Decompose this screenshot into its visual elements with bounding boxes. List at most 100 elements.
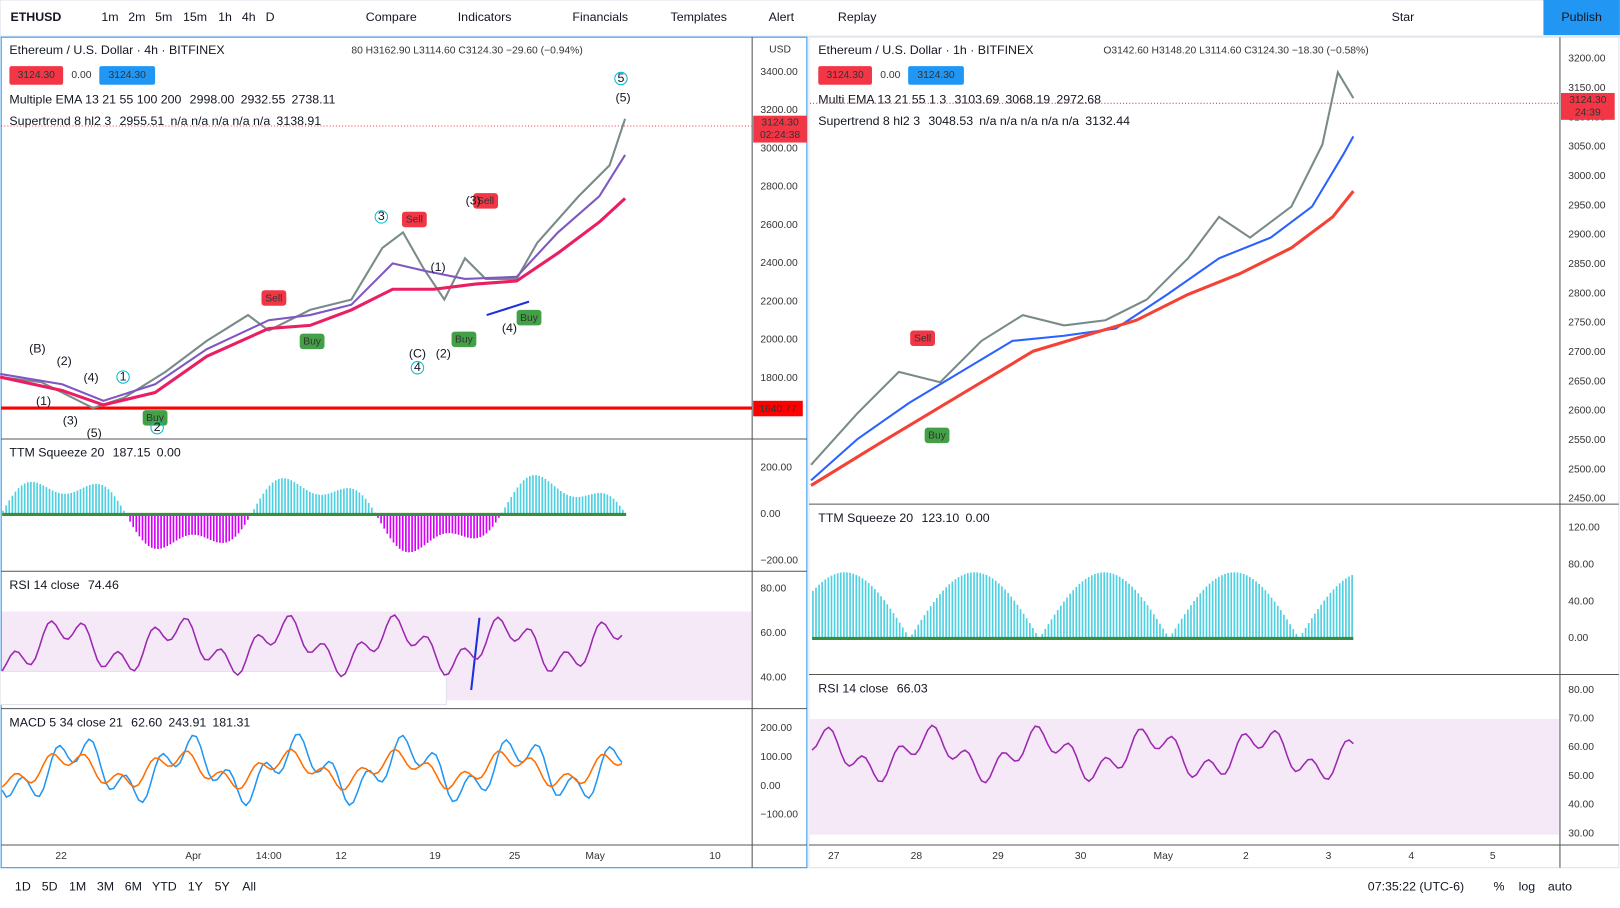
indicator-name: Multi EMA 13 21 55 1 3 xyxy=(818,92,946,106)
range-button[interactable]: 3M xyxy=(97,880,114,894)
histogram-bar xyxy=(597,492,599,515)
signal xyxy=(451,331,477,348)
star-button[interactable]: Star xyxy=(1392,10,1415,24)
histogram-bar xyxy=(361,495,364,515)
histogram-bar xyxy=(951,581,954,639)
histogram-bar xyxy=(88,484,91,515)
drawing-toolbar[interactable] xyxy=(0,670,447,706)
price-tick: 2900.00 xyxy=(1568,230,1606,241)
histogram-bar xyxy=(209,514,212,540)
histogram-bar xyxy=(147,514,150,547)
scale-option[interactable]: auto xyxy=(1548,880,1572,894)
histogram-bar xyxy=(20,485,23,515)
wave-circle xyxy=(614,71,628,86)
publish-button[interactable]: Publish xyxy=(1561,10,1602,24)
histogram-bar xyxy=(494,514,497,523)
histogram-bar xyxy=(1050,619,1053,639)
range-button[interactable]: 5Y xyxy=(215,880,230,894)
histogram-bar xyxy=(566,494,568,515)
histogram-bar xyxy=(584,495,587,515)
symbol[interactable]: ETHUSD xyxy=(10,10,61,24)
histogram-bar xyxy=(467,514,469,538)
histogram-bar xyxy=(57,492,60,515)
histogram-bar xyxy=(877,592,879,639)
histogram-bar xyxy=(936,597,938,639)
histogram-bar xyxy=(240,514,243,530)
histogram-bar xyxy=(1270,597,1273,639)
pane-tick: 60.00 xyxy=(760,628,786,639)
histogram-bar xyxy=(970,572,972,639)
date-tick: 28 xyxy=(911,851,923,862)
histogram-bar xyxy=(1338,583,1341,639)
range-button[interactable]: 5D xyxy=(42,880,58,894)
price-tick: 2600.00 xyxy=(760,220,798,231)
histogram-bar xyxy=(880,596,882,639)
interval[interactable]: 2m xyxy=(128,10,145,24)
compare-button[interactable]: Compare xyxy=(366,10,417,24)
range-button[interactable]: 1D xyxy=(15,880,31,894)
pane-tick: 120.00 xyxy=(1568,523,1600,534)
interval[interactable]: 1m xyxy=(101,10,118,24)
countdown: 24:39 xyxy=(1575,107,1601,118)
histogram-bar xyxy=(408,514,410,553)
templates-button[interactable]: Templates xyxy=(671,10,727,24)
indicator-value: 3132.44 xyxy=(1085,114,1130,128)
publish-button[interactable] xyxy=(1543,0,1620,36)
wave-label: (C) xyxy=(409,347,426,361)
pane-tick: 0.00 xyxy=(760,509,780,520)
histogram-bar xyxy=(581,496,584,515)
interval[interactable]: 1h xyxy=(218,10,232,24)
histogram-bar xyxy=(1106,572,1109,639)
histogram-bar xyxy=(23,483,26,515)
wave-circle xyxy=(150,420,164,435)
scale-option[interactable]: % xyxy=(1493,880,1504,894)
financials-button[interactable]: Financials xyxy=(572,10,628,24)
histogram-bar xyxy=(895,617,898,639)
histogram-bar xyxy=(529,476,531,515)
last-price: 3124.30 xyxy=(1569,95,1607,106)
replay-button[interactable]: Replay xyxy=(838,10,877,24)
range-button[interactable]: 6M xyxy=(125,880,142,894)
histogram-bar xyxy=(1214,578,1217,639)
histogram-bar xyxy=(1047,624,1050,639)
histogram-bar xyxy=(917,624,920,639)
ema-line xyxy=(810,135,1355,482)
range-button[interactable]: All xyxy=(242,880,256,894)
chart-title: Ethereum / U.S. Dollar · 4h · BITFINEX xyxy=(9,43,224,57)
histogram-bar xyxy=(538,475,540,515)
range-button[interactable]: YTD xyxy=(152,880,177,894)
oscillator-line xyxy=(1,748,623,791)
histogram-bar xyxy=(150,514,153,548)
price-tick: 3400.00 xyxy=(760,67,798,78)
histogram-bar xyxy=(178,514,181,539)
indicators-button[interactable]: Indicators xyxy=(458,10,512,24)
range-button[interactable]: 1Y xyxy=(188,880,203,894)
histogram-bar xyxy=(330,492,333,515)
interval[interactable]: 4h xyxy=(242,10,256,24)
signal-label: Buy xyxy=(146,413,165,424)
signal-label: Sell xyxy=(265,293,282,304)
histogram-bar xyxy=(994,580,997,639)
level: 1640.77 xyxy=(759,404,797,415)
scale-option[interactable]: log xyxy=(1519,880,1536,894)
histogram-bar xyxy=(141,514,144,541)
histogram-bar xyxy=(287,478,289,515)
indicator-value: 3138.91 xyxy=(276,114,321,128)
alert-button[interactable]: Alert xyxy=(769,10,795,24)
interval[interactable]: 5m xyxy=(155,10,172,24)
histogram-bar xyxy=(541,477,544,515)
histogram-bar xyxy=(1252,578,1254,639)
bid-badge xyxy=(9,66,64,85)
wave-label: (3) xyxy=(63,414,78,428)
histogram-bar xyxy=(1112,573,1115,639)
range-button[interactable]: 1M xyxy=(69,880,86,894)
ask-badge: 3124.30 xyxy=(917,70,955,81)
wave-label: 1 xyxy=(120,369,127,383)
date-tick: 29 xyxy=(992,851,1004,862)
histogram-bar xyxy=(1264,590,1267,639)
pane-tick: 0.00 xyxy=(1568,633,1588,644)
interval[interactable]: D xyxy=(266,10,275,24)
interval[interactable]: 15m xyxy=(183,10,207,24)
histogram-bar xyxy=(553,486,556,515)
histogram-bar xyxy=(284,478,286,515)
